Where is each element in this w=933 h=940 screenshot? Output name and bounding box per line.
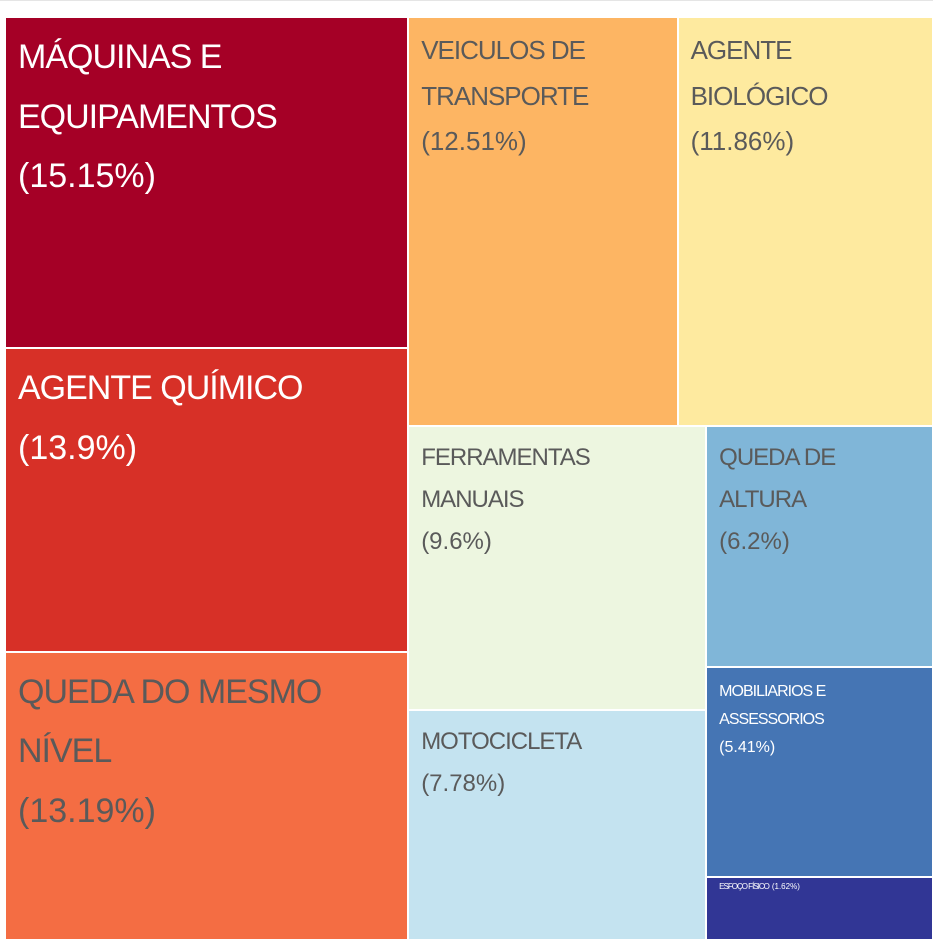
tile: QUEDA DE ALTURA (6.2%) [706,426,933,667]
tile-label: ESFOÇO FÍSICO [719,882,770,892]
tile-value: (13.9%) [18,428,138,467]
tile-label: AGENTE QUÍMICO [18,369,303,408]
tile-label: MOBILIARIOS E ASSESSORIOS [719,682,826,728]
tile-label: QUEDA DE ALTURA [719,444,836,514]
tile: MÁQUINAS E EQUIPAMENTOS (15.15%) [5,17,409,349]
tile-value: (6.2%) [719,528,790,556]
tile-label: AGENTE BIOLÓGICO [690,35,829,111]
tile-value: (15.15%) [18,157,156,195]
tile: ESFOÇO FÍSICO (1.62%) [706,877,933,940]
tile: AGENTE BIOLÓGICO (11.86%) [677,17,933,427]
tile-value: (11.86%) [690,126,795,156]
tile-value: (5.41%) [719,738,776,756]
tile-value: (9.6%) [421,528,492,556]
tile-value: (13.19%) [18,791,156,830]
tile-label: MOTOCICLETA [421,727,582,755]
tile: MOTOCICLETA (7.78%) [408,709,707,940]
tile: VEICULOS DE TRANSPORTE (12.51%) [408,17,678,427]
tile-value: (1.62%) [771,882,800,892]
tile: QUEDA DO MESMO NÍVEL (13.19%) [5,651,409,940]
tile-value: (7.78%) [421,769,506,797]
tile-label: VEICULOS DE TRANSPORTE [421,35,589,111]
tile-value: (12.51%) [421,126,527,156]
tile: FERRAMENTAS MANUAIS (9.6%) [408,426,707,710]
tile: MOBILIARIOS E ASSESSORIOS (5.41%) [706,666,933,878]
tile-label: MÁQUINAS E EQUIPAMENTOS [18,38,278,136]
tile: AGENTE QUÍMICO (13.9%) [5,348,409,652]
tile-label: FERRAMENTAS MANUAIS [421,444,591,514]
tile-label: QUEDA DO MESMO NÍVEL [18,672,322,771]
